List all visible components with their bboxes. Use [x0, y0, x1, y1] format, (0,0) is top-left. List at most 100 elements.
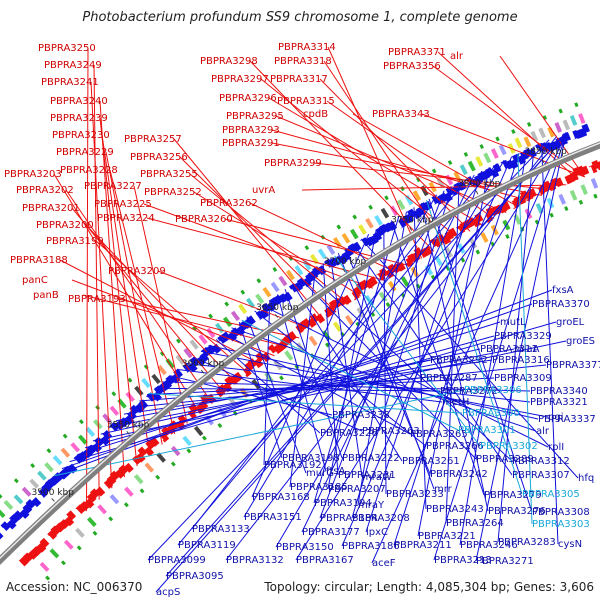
reverse-gene-mark [22, 503, 33, 514]
cog-category-mark [156, 452, 166, 463]
gene-label: miaA [514, 344, 540, 355]
forward-gene-mark [294, 324, 304, 335]
gene-label: PBPRA3200 [36, 220, 94, 231]
rna-mark [416, 177, 421, 183]
gene-label: PBPRA3255 [140, 169, 198, 180]
gene-label: PBPRA3356 [383, 61, 441, 72]
forward-gene-mark [36, 542, 47, 553]
reverse-gene-mark [273, 294, 283, 305]
reverse-gene-mark [423, 200, 433, 211]
gene-label: PBPRA3229 [56, 147, 114, 158]
rna-mark [155, 474, 161, 480]
cog-category-mark [86, 516, 97, 527]
reverse-gene-mark [426, 197, 436, 208]
label-leader-line [143, 203, 374, 289]
reverse-gene-mark [365, 236, 375, 247]
forward-gene-mark [59, 519, 70, 530]
cog-category-mark [278, 275, 288, 287]
forward-gene-mark [27, 549, 38, 560]
reverse-gene-mark [404, 213, 414, 224]
label-leader-line [334, 255, 481, 447]
rna-mark [574, 102, 579, 108]
cog-category-mark [141, 377, 151, 389]
cog-category-mark [157, 364, 167, 376]
gene-label: PBPRA3209 [108, 266, 166, 277]
cog-category-mark [475, 156, 484, 167]
reverse-gene-mark [338, 254, 348, 265]
gene-label: panC [22, 275, 48, 286]
label-leader-line [541, 143, 559, 545]
gene-label: cysN [558, 539, 582, 550]
label-leader-line [179, 156, 337, 313]
gene-label: PBPRA3314 [278, 42, 336, 53]
gene-label: pgi [548, 412, 563, 423]
cog-category-mark [285, 269, 295, 281]
tick-label: 3650 kbp [256, 303, 299, 313]
label-leader-line [353, 243, 513, 476]
cog-category-mark [412, 190, 422, 201]
gene-label: PBPRA3293 [222, 125, 280, 136]
tick-label: 3600 kbp [182, 359, 225, 369]
cog-category-mark [182, 435, 192, 447]
gene-label: PBPRA3194 [314, 498, 372, 509]
cog-category-mark [294, 265, 304, 276]
reverse-gene-mark [509, 159, 519, 169]
forward-gene-mark [66, 510, 77, 521]
reverse-gene-mark [206, 344, 216, 355]
gene-label: PBPRA3151 [244, 512, 302, 523]
reverse-gene-mark [312, 266, 322, 277]
label-leader-line [225, 136, 557, 561]
forward-gene-mark [118, 464, 129, 475]
cog-category-mark [77, 434, 88, 445]
reverse-gene-mark [497, 162, 507, 173]
label-leader-line [475, 132, 567, 562]
reverse-gene-mark [296, 277, 307, 288]
tick-mark [200, 369, 205, 374]
label-leader-line [417, 167, 490, 537]
forward-gene-mark [359, 279, 370, 290]
rna-mark [192, 325, 197, 331]
gene-label: mraY [358, 500, 385, 511]
gene-label: PBPRA3252 [144, 187, 202, 198]
reverse-gene-mark [19, 508, 30, 519]
cog-category-mark [467, 160, 476, 172]
label-leader-line [154, 387, 441, 392]
reverse-gene-mark [259, 308, 270, 319]
gene-label: panB [33, 290, 59, 301]
rna-mark [593, 193, 598, 199]
gene-label: PBPRA3260 [175, 214, 233, 225]
gene-label: PBPRA3199 [46, 236, 104, 247]
label-leader-line [299, 278, 477, 460]
rna-mark [201, 435, 207, 441]
gene-label: PBPRA3241 [41, 77, 99, 88]
label-leader-line [93, 64, 100, 500]
forward-gene-mark [444, 230, 454, 241]
cog-category-mark [380, 207, 390, 219]
label-leader-line [351, 186, 453, 519]
reverse-gene-mark [430, 195, 440, 206]
forward-gene-mark [44, 535, 55, 546]
label-leader-line [301, 174, 475, 533]
rna-mark [123, 502, 129, 508]
cog-category-mark [198, 334, 208, 345]
rna-mark [400, 186, 405, 192]
tick-mark [274, 314, 279, 318]
cog-category-mark [326, 244, 336, 255]
forward-gene-mark [456, 224, 466, 235]
rna-mark [176, 338, 181, 344]
cog-category-mark [13, 494, 24, 505]
rna-mark [78, 419, 84, 425]
label-leader-line [69, 321, 557, 463]
label-leader-line [155, 132, 567, 593]
chromosome-backbone-highlight [0, 142, 600, 560]
cog-category-mark [538, 127, 546, 139]
cog-category-mark [117, 398, 127, 409]
forward-gene-mark [396, 261, 406, 272]
genome-summary-text: Topology: circular; Length: 4,085,304 bp… [264, 580, 594, 594]
label-leader-line [54, 389, 465, 477]
cog-category-mark [3, 499, 14, 510]
cog-category-mark [133, 474, 144, 485]
cog-category-mark [206, 327, 216, 339]
cog-category-mark [183, 348, 193, 359]
gene-label: alr [450, 51, 464, 62]
